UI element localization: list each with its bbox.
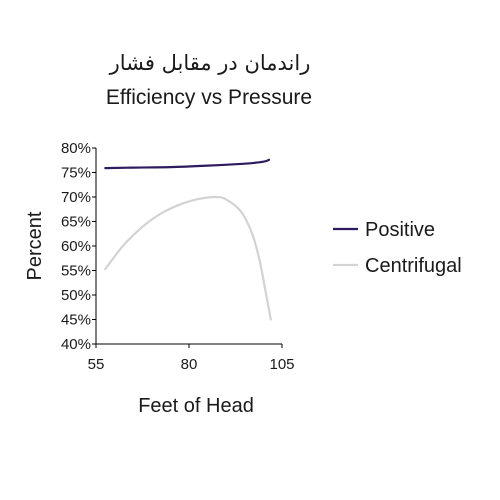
y-tick-label: 50% — [61, 287, 91, 304]
chart-title: راندمان در مقابل فشار — [109, 51, 311, 75]
x-tick-label: 105 — [269, 356, 294, 373]
x-tick-label: 55 — [88, 356, 105, 373]
chart-subtitle: Efficiency vs Pressure — [106, 86, 312, 109]
y-tick-label: 80% — [61, 140, 91, 157]
legend: Positive Centrifugal — [333, 219, 462, 277]
series-line-centrifugal — [104, 195, 272, 321]
x-tick-label: 80 — [181, 356, 198, 373]
y-tick-label: 60% — [61, 238, 91, 255]
legend-label-positive: Positive — [365, 219, 435, 241]
y-tick-label: 55% — [61, 263, 91, 280]
x-axis-label: Feet of Head — [138, 395, 254, 417]
legend-label-centrifugal: Centrifugal — [365, 255, 462, 277]
series-line-positive — [104, 158, 271, 170]
y-axis-label: Percent — [24, 211, 46, 280]
y-tick-label: 65% — [61, 214, 91, 231]
y-tick-label: 45% — [61, 312, 91, 329]
y-tick-label: 70% — [61, 189, 91, 206]
y-tick-label: 40% — [61, 336, 91, 353]
y-tick-label: 75% — [61, 165, 91, 182]
